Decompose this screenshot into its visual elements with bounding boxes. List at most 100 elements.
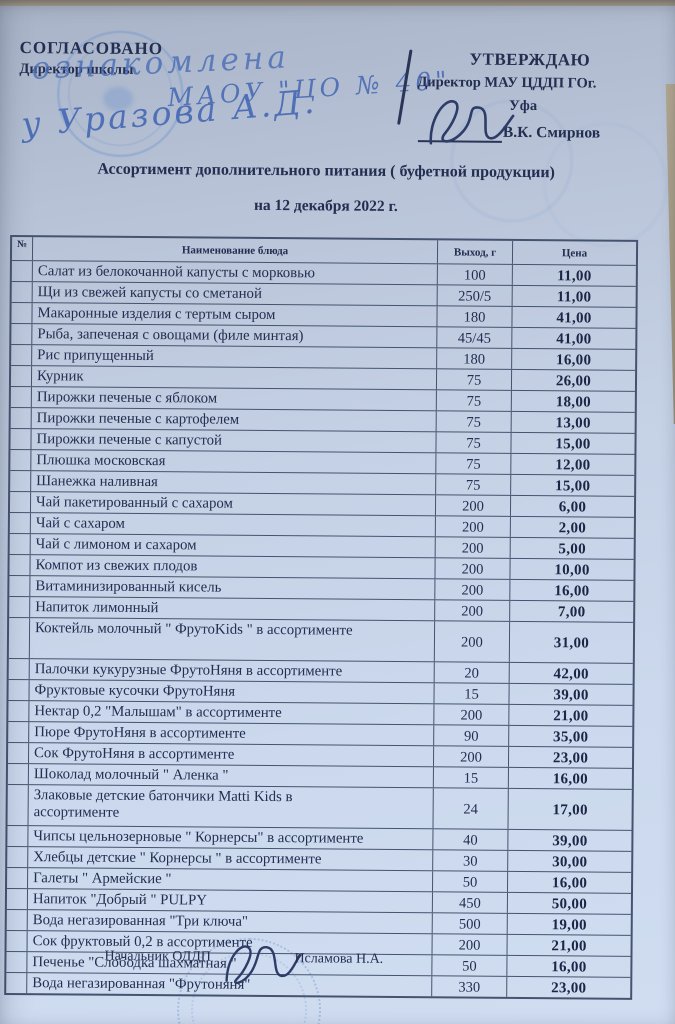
price-cell: 16,00 xyxy=(511,348,636,370)
row-number-cell xyxy=(11,303,31,323)
menu-table: № Наименование блюда Выход, г Цена Салат… xyxy=(4,234,639,1000)
row-number-cell xyxy=(6,952,26,972)
dish-name-cell: Чипсы цельнозерновые " Корнерсы" в ассор… xyxy=(27,826,433,850)
dish-name-cell: Нектар 0,2 "Малышам" в ассортименте xyxy=(28,701,434,725)
output-grams-cell: 200 xyxy=(433,621,510,662)
dish-name-cell: Коктейль молочный " ФрутоKids " в ассорт… xyxy=(28,618,435,662)
row-number-cell xyxy=(7,931,27,951)
row-number-cell xyxy=(11,324,31,344)
row-number-cell xyxy=(7,826,27,846)
price-cell: 16,00 xyxy=(509,579,634,601)
approved-title: УТВЕРЖДАЮ xyxy=(469,49,591,70)
output-grams-cell: 40 xyxy=(432,829,508,850)
price-cell: 15,00 xyxy=(510,474,635,496)
row-number-cell xyxy=(8,743,28,763)
header-price: Цена xyxy=(511,240,637,265)
table-row: Злаковые детские батончики Matti Kids в … xyxy=(7,783,632,830)
table-surface-edge-right xyxy=(665,84,675,424)
row-number-cell xyxy=(7,889,27,909)
dish-name-cell: Пирожки печеные с яблоком xyxy=(30,387,436,411)
output-grams-cell: 30 xyxy=(432,850,508,871)
row-number-cell xyxy=(11,387,31,407)
approved-signer-name: В.К. Смирнов xyxy=(502,123,601,142)
price-cell: 30,00 xyxy=(507,850,632,872)
price-cell: 42,00 xyxy=(508,662,633,684)
price-cell: 11,00 xyxy=(511,264,636,286)
output-grams-cell: 75 xyxy=(435,390,511,411)
output-grams-cell: 200 xyxy=(434,579,510,600)
row-number-cell xyxy=(8,680,28,700)
price-cell: 18,00 xyxy=(510,390,635,412)
output-grams-cell: 200 xyxy=(434,495,511,516)
output-grams-cell: 200 xyxy=(432,746,509,767)
price-cell: 16,00 xyxy=(506,955,631,977)
dish-name-cell: Витаминизированный кисель xyxy=(29,576,435,600)
row-number-cell xyxy=(8,701,28,721)
dish-name-cell: Злаковые детские батончики Matti Kids в … xyxy=(27,785,433,829)
dish-name-cell: Пирожки печеные с капустой xyxy=(30,429,436,453)
table-row: Коктейль молочный " ФрутоKids " в ассорт… xyxy=(8,616,634,663)
row-number-cell xyxy=(11,366,31,386)
price-cell: 41,00 xyxy=(511,327,636,349)
director-signature-squiggle xyxy=(429,100,515,145)
output-grams-cell: 250/5 xyxy=(436,285,512,306)
row-number-cell xyxy=(12,261,32,281)
output-grams-cell: 200 xyxy=(434,558,510,579)
price-cell: 2,00 xyxy=(509,516,634,538)
output-grams-cell: 45/45 xyxy=(436,327,512,348)
price-cell: 26,00 xyxy=(510,369,636,391)
row-number-cell xyxy=(11,345,31,365)
output-grams-cell: 200 xyxy=(431,934,507,955)
row-number-cell xyxy=(10,471,30,491)
dish-name-cell: Пирожки печеные с картофелем xyxy=(30,408,436,432)
output-grams-cell: 50 xyxy=(431,955,507,976)
price-cell: 23,00 xyxy=(507,746,633,768)
price-cell: 31,00 xyxy=(508,621,634,663)
approved-subtitle: Директор МАУ ЦДДП ГОг. xyxy=(417,74,597,92)
price-cell: 23,00 xyxy=(506,976,631,998)
dish-name-cell: Салат из белокочанной капусты с морковью xyxy=(31,261,437,285)
output-grams-cell: 15 xyxy=(433,683,509,704)
price-cell: 16,00 xyxy=(507,871,632,893)
price-cell: 17,00 xyxy=(507,788,632,830)
header-output-grams: Выход, г xyxy=(436,240,513,264)
table-header-row: № Наименование блюда Выход, г Цена xyxy=(12,237,637,265)
price-cell: 12,00 xyxy=(510,453,635,475)
price-cell: 10,00 xyxy=(509,558,634,580)
approved-city: Уфа xyxy=(509,97,538,115)
output-grams-cell: 200 xyxy=(434,600,510,621)
output-grams-cell: 20 xyxy=(433,662,509,683)
price-cell: 16,00 xyxy=(507,767,632,789)
output-grams-cell: 75 xyxy=(435,369,512,390)
output-grams-cell: 180 xyxy=(436,306,512,327)
dish-name-cell: Шоколад молочный " Аленка " xyxy=(27,764,433,788)
dish-name-cell: Чай пакетированный с сахаром xyxy=(29,492,436,516)
row-number-cell xyxy=(10,429,30,449)
row-number-cell xyxy=(8,764,28,784)
output-grams-cell: 100 xyxy=(436,264,512,285)
output-grams-cell: 24 xyxy=(432,788,508,829)
price-cell: 21,00 xyxy=(506,934,631,956)
dish-name-cell: Щи из свежей капусты со сметаной xyxy=(31,282,437,306)
document-date-line: на 12 декабря 2022 г. xyxy=(253,196,398,216)
row-number-cell xyxy=(10,450,30,470)
dish-name-cell: Плюшка московская xyxy=(30,450,436,474)
dish-name-cell: Галеты " Армейские " xyxy=(27,868,433,892)
dish-name-cell: Компот из свежих плодов xyxy=(29,555,435,579)
row-number-cell xyxy=(9,576,29,596)
output-grams-cell: 90 xyxy=(433,725,509,746)
dish-name-cell: Фруктовые кусочки ФрутоНяня xyxy=(28,680,434,704)
row-number-cell xyxy=(9,659,29,679)
dish-name-cell: Рыба, запеченая с овощами (филе минтая) xyxy=(31,324,437,348)
price-cell: 19,00 xyxy=(506,913,631,935)
price-cell: 15,00 xyxy=(510,432,635,454)
row-number-cell xyxy=(7,847,27,867)
row-number-cell xyxy=(7,910,27,930)
dish-name-cell: Вода негазированная "Три ключа" xyxy=(26,910,432,934)
footer-position-title: Начальник ОДДП xyxy=(104,948,211,965)
dish-name-cell: Напиток лимонный xyxy=(29,597,435,621)
row-number-cell xyxy=(10,534,30,554)
output-grams-cell: 500 xyxy=(431,913,507,934)
